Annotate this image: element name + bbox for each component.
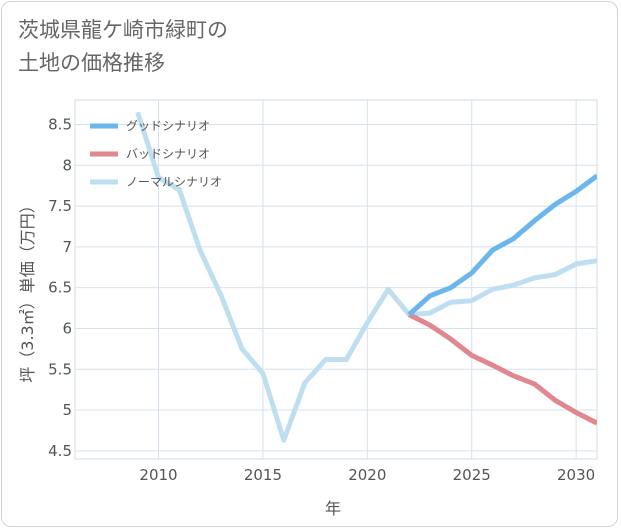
y-tick-label: 8.5 — [48, 115, 72, 133]
grid — [74, 99, 598, 460]
plot-border — [74, 99, 598, 460]
y-tick-label: 6.5 — [48, 279, 72, 297]
y-tick-label: 6 — [62, 319, 72, 337]
y-axis-title: 坪（3.3㎡）単価（万円） — [18, 197, 37, 382]
title-line-2: 土地の価格推移 — [18, 51, 165, 75]
series-layer — [135, 111, 597, 443]
series-line-2 — [135, 111, 597, 443]
x-axis-title: 年 — [325, 499, 341, 518]
series-line-0 — [407, 173, 597, 317]
x-tick-label: 2020 — [348, 466, 386, 484]
y-tick-label: 5 — [62, 401, 72, 419]
y-tick-label: 7.5 — [48, 197, 72, 215]
y-tick-label: 8 — [62, 156, 72, 174]
x-tick-label: 2010 — [139, 466, 177, 484]
title-line-1: 茨城県龍ケ崎市緑町の — [18, 18, 228, 42]
legend-label-2: ノーマルシナリオ — [126, 175, 222, 189]
x-tick-label: 2015 — [244, 466, 282, 484]
series-line-1 — [407, 312, 597, 426]
x-tick-label: 2030 — [557, 466, 595, 484]
y-tick-label: 7 — [62, 238, 72, 256]
y-tick-label: 5.5 — [48, 360, 72, 378]
x-tick-label: 2025 — [453, 466, 491, 484]
legend-label-1: バッドシナリオ — [126, 147, 210, 161]
y-tick-label: 4.5 — [48, 442, 72, 460]
chart-title: 茨城県龍ケ崎市緑町の 土地の価格推移 — [18, 14, 228, 80]
tick-labels: 2010 2015 2020 2025 2030 4.5 5 5.5 6 6.5 7 7.5 8 8.5 — [48, 115, 595, 484]
legend-label-0: グッドシナリオ — [126, 119, 210, 133]
